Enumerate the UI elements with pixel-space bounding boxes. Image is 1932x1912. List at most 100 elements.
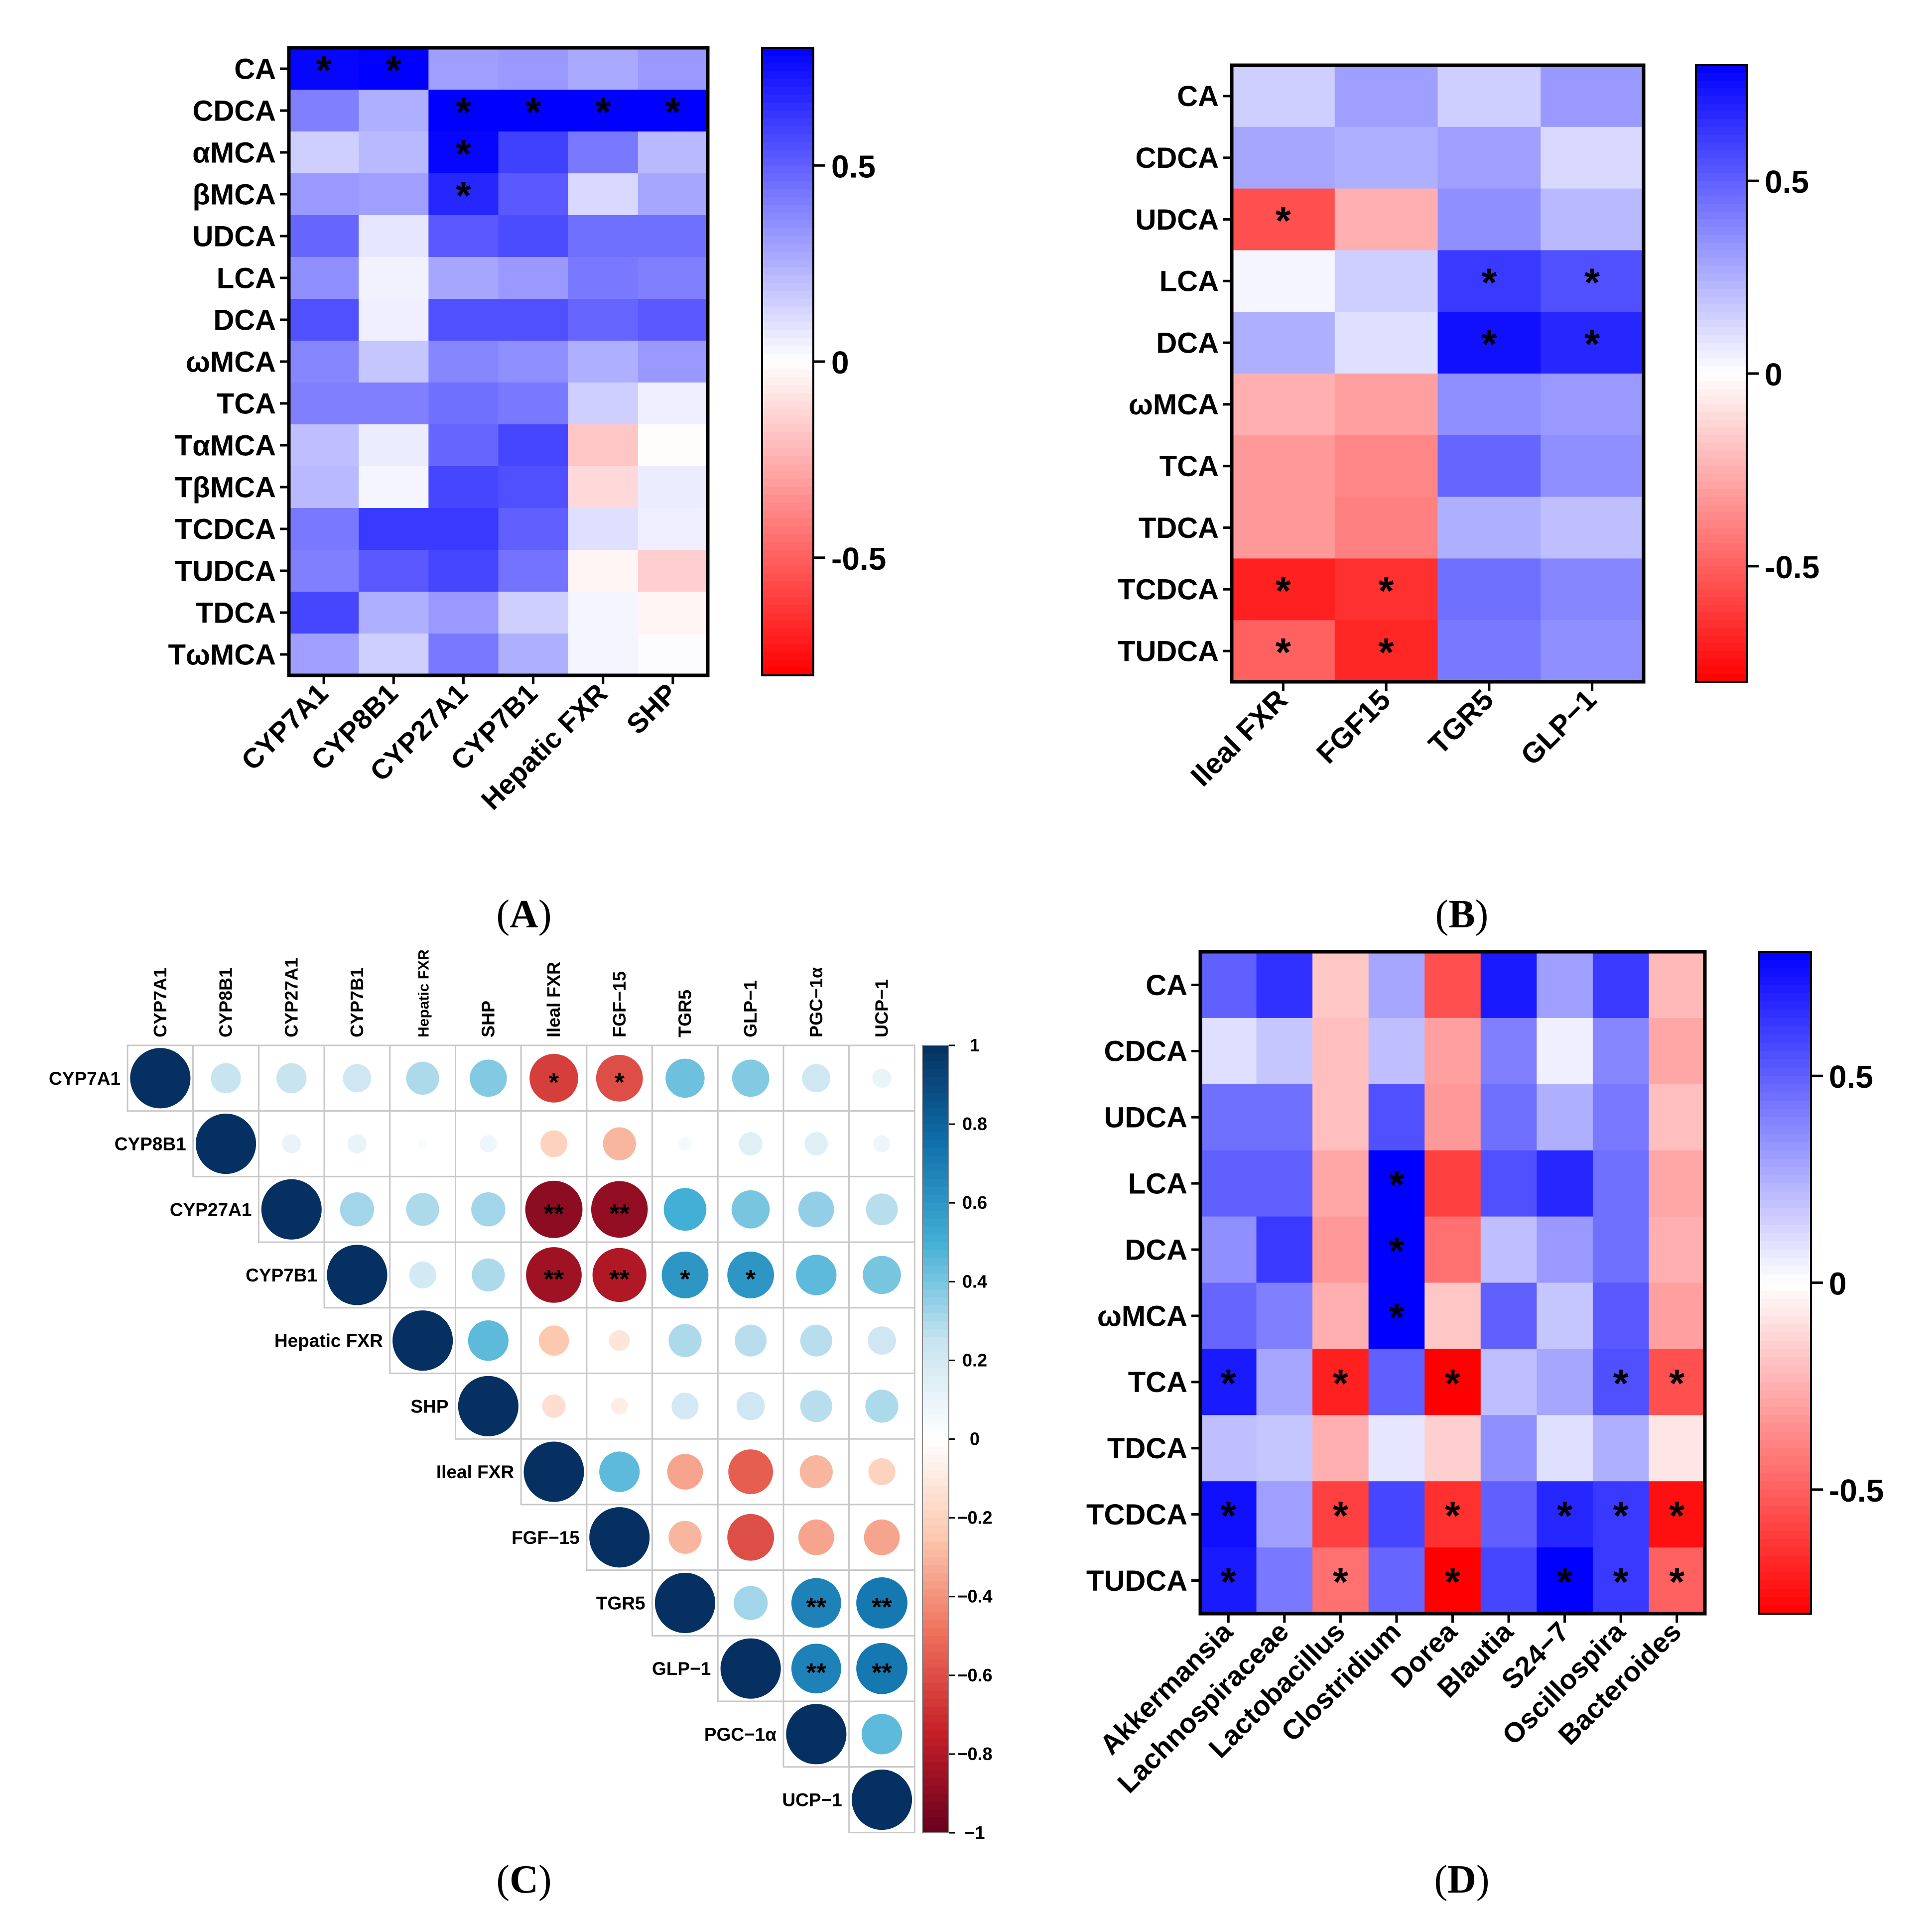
colorbar-segment [1696, 273, 1747, 282]
row-label: LCA [217, 262, 276, 294]
colorbar-segment [922, 1573, 949, 1581]
heatmap-cell [568, 215, 639, 257]
significance-mark: * [1221, 1560, 1237, 1604]
colorbar-segment [1696, 165, 1747, 174]
row-label: βMCA [193, 178, 276, 211]
heatmap-cell [1649, 1282, 1705, 1349]
colorbar-segment [762, 63, 813, 72]
heatmap-cell [638, 257, 708, 299]
panel-caption-bracket: ) [538, 892, 552, 936]
colorbar-segment [762, 244, 813, 253]
heatmap-cell [1592, 1084, 1650, 1151]
significance-mark: * [456, 90, 472, 134]
colorbar-segment [922, 1415, 949, 1424]
colorbar-segment [1696, 96, 1747, 105]
colorbar-segment [1759, 1399, 1811, 1407]
heatmap-cell [1200, 1150, 1257, 1217]
colorbar-segment [922, 1336, 949, 1345]
heatmap-cell [359, 508, 429, 550]
significance-mark: * [1613, 1560, 1629, 1604]
heatmap-cell [428, 215, 499, 257]
heatmap-cell [1368, 952, 1425, 1019]
colorbar-segment [1696, 350, 1747, 359]
colorbar-segment [1759, 1266, 1811, 1275]
row-label: CYP8B1 [115, 1134, 186, 1154]
heatmap-cell [1437, 250, 1541, 312]
colorbar-segment [922, 1226, 949, 1235]
colorbar-tick-label: -0.5 [1829, 1473, 1884, 1509]
colorbar-segment [922, 1707, 949, 1715]
colorbar-segment [762, 377, 813, 386]
heatmap-cell [1200, 1018, 1257, 1085]
colorbar-segment [1759, 1572, 1811, 1581]
colorbar-tick-label: 0 [831, 345, 849, 381]
heatmap-cell [568, 466, 639, 509]
heatmap-cell [1232, 250, 1335, 312]
colorbar-segment [922, 1447, 949, 1455]
heatmap-cell [568, 634, 639, 676]
significance-mark: * [1276, 199, 1291, 243]
heatmap-cell [1437, 127, 1541, 189]
colorbar-segment [1759, 1200, 1811, 1209]
colorbar-segment [922, 1266, 949, 1275]
colorbar-segment [922, 1557, 949, 1566]
heatmap-cell [1437, 497, 1541, 559]
heatmap-cell [1541, 435, 1644, 498]
panel-caption: (D) [1434, 1858, 1489, 1902]
colorbar-segment [922, 1754, 949, 1763]
significance-mark: ** [544, 1199, 564, 1228]
colorbar-segment [1696, 257, 1747, 266]
row-label: GLP−1 [652, 1658, 711, 1679]
colorbar-segment [1759, 1523, 1811, 1531]
colorbar-segment [1696, 589, 1747, 598]
heatmap-cell [428, 90, 499, 132]
heatmap-cell [1334, 65, 1438, 127]
colorbar-segment [762, 644, 813, 652]
correlation-circle [327, 1245, 387, 1305]
row-label: TCDCA [1118, 574, 1219, 606]
significance-mark: * [456, 131, 472, 176]
correlation-circle [472, 1258, 505, 1292]
heatmap-cell [1334, 312, 1438, 374]
heatmap-cell [1232, 127, 1335, 189]
heatmap-cell [638, 382, 708, 425]
colorbar-segment [1759, 1324, 1811, 1333]
colorbar-segment [1696, 543, 1747, 551]
row-label: CDCA [192, 95, 276, 127]
matrix-cell [651, 1373, 719, 1440]
correlation-circle [731, 1190, 770, 1229]
colorbar-segment [1759, 1250, 1811, 1259]
colorbar-segment [1696, 419, 1747, 428]
colorbar-segment [922, 1596, 949, 1605]
colorbar-segment [762, 79, 813, 88]
correlation-circle [458, 1376, 518, 1436]
heatmap-cell [359, 341, 429, 383]
colorbar-segment [1696, 358, 1747, 367]
heatmap-cell [1424, 1481, 1481, 1548]
colorbar-segment [762, 197, 813, 205]
heatmap-cell [1256, 1547, 1313, 1614]
colorbar-segment [922, 1793, 949, 1802]
colorbar-segment [922, 1439, 949, 1448]
heatmap-cell [1537, 1349, 1593, 1415]
panel-b-heatmap: * * * * * * * * * CA CDCA UDCA LCA DCA ωMCA TCA TDCA TCDC… [1118, 63, 1819, 936]
heatmap-cell [1312, 1547, 1369, 1614]
panel-c-correlation-matrix: * *** **** ** * *** **** **CYP7A1 CYP8B1 CYP27A1 C… [49, 949, 992, 1902]
colorbar-segment [762, 134, 813, 142]
correlation-circle [865, 1390, 899, 1423]
colorbar-segment [922, 1053, 949, 1062]
correlation-circle [866, 1193, 898, 1226]
correlation-circle [663, 1188, 707, 1231]
panel-caption-bracket: ( [496, 892, 510, 936]
colorbar-segment [1759, 1498, 1811, 1507]
colorbar-segment [762, 605, 813, 613]
row-label: CDCA [1104, 1035, 1187, 1068]
column-label: PGC−1α [806, 967, 826, 1037]
colorbar-segment [1759, 1051, 1811, 1060]
significance-mark: * [1669, 1361, 1685, 1405]
colorbar-segment [1759, 1092, 1811, 1101]
colorbar-segment [1759, 1125, 1811, 1135]
significance-mark: * [1445, 1361, 1461, 1405]
heatmap-cell [568, 382, 639, 425]
heatmap-cell [1480, 1547, 1537, 1614]
